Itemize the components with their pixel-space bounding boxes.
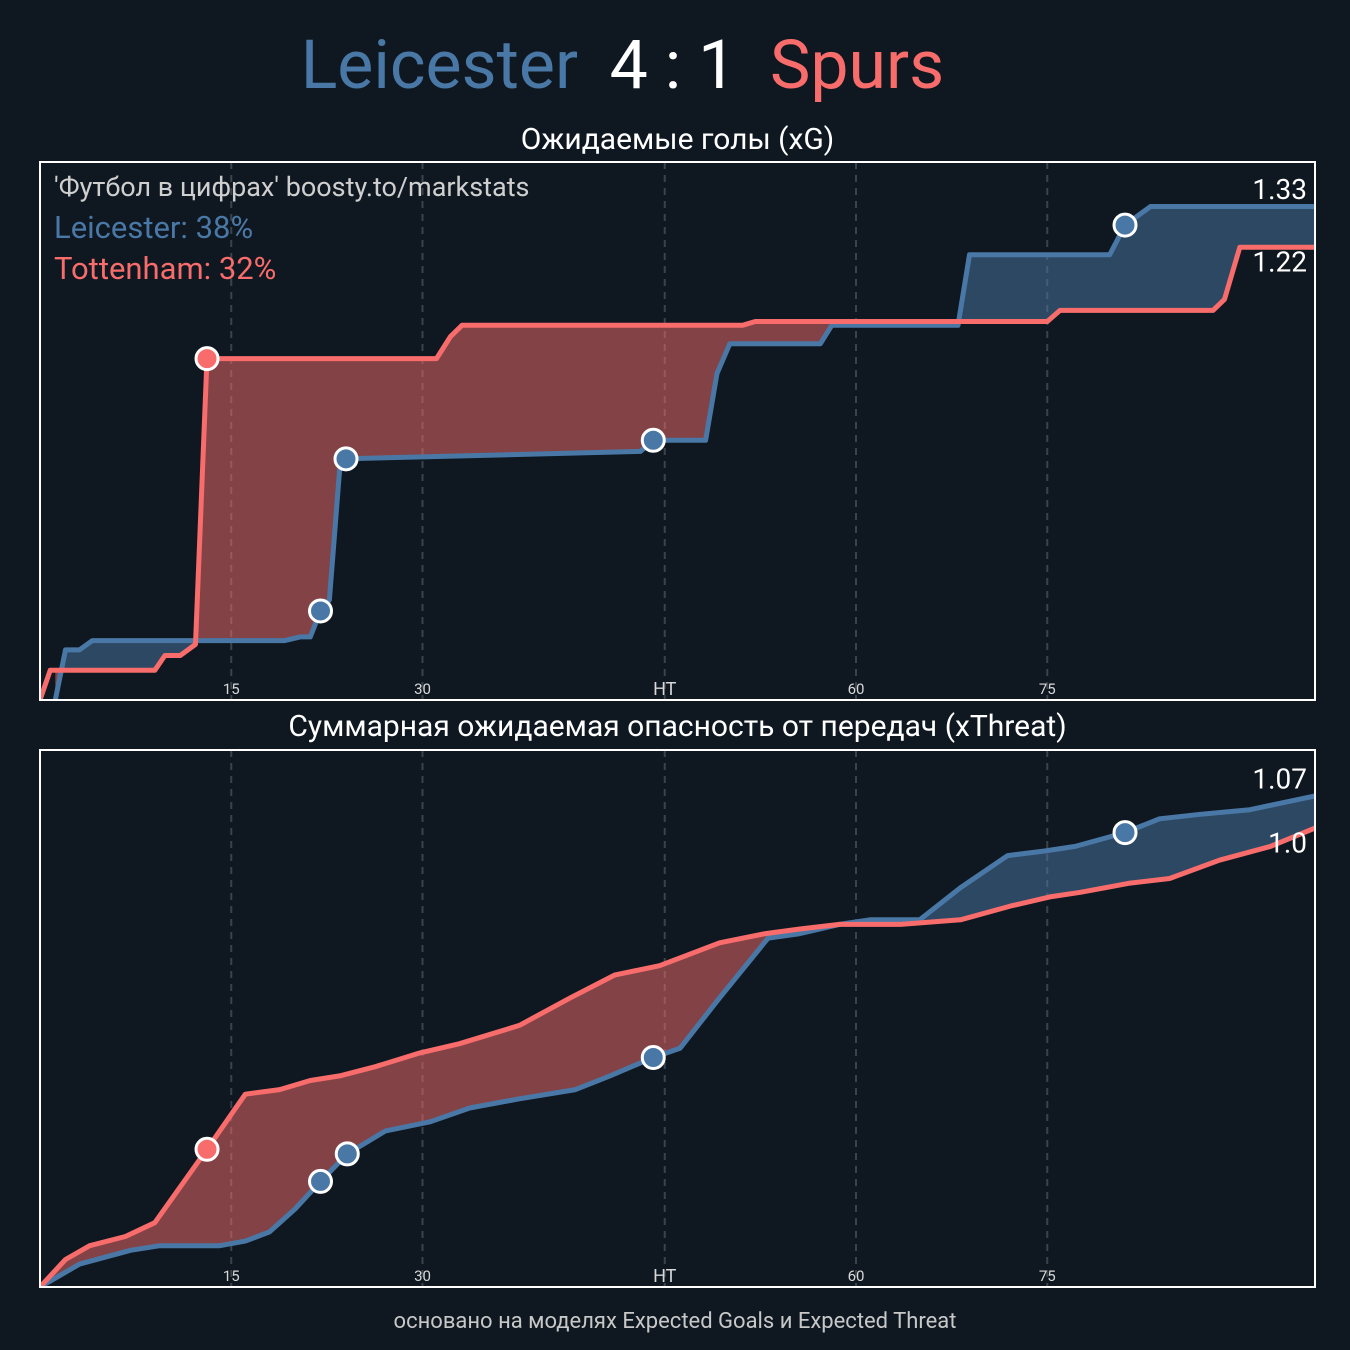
goal-marker xyxy=(308,598,333,624)
chart-title: Суммарная ожидаемая опасность от передач… xyxy=(288,709,1066,744)
end-value-label: 1.33 xyxy=(1252,173,1307,206)
possession-label: Leicester: 38% xyxy=(54,209,253,246)
x-tick-label: 60 xyxy=(848,1267,865,1285)
home-team: Leicester xyxy=(301,25,578,105)
x-tick-label: 15 xyxy=(223,1267,240,1285)
goal-marker xyxy=(333,446,359,472)
goal-marker xyxy=(640,427,666,453)
source-note: 'Футбол в цифрах' boosty.to/markstats xyxy=(54,171,529,203)
end-value-label: 1.22 xyxy=(1252,246,1307,279)
series-group xyxy=(40,244,1315,700)
series-line xyxy=(40,244,1315,700)
x-tick-label: 30 xyxy=(414,1267,431,1285)
chart-title: Ожидаемые голы (xG) xyxy=(521,122,834,157)
end-value-label: 1.07 xyxy=(1252,762,1307,795)
plot-border xyxy=(39,749,1316,1288)
x-tick-label: 15 xyxy=(223,680,240,698)
goal-marker xyxy=(308,1168,333,1194)
x-tick-label: HT xyxy=(653,1266,677,1287)
possession-label: Tottenham: 32% xyxy=(54,250,276,287)
x-tick-label: 75 xyxy=(1039,680,1056,698)
footer: основано на моделях Expected Goals и Exp… xyxy=(394,1309,957,1334)
x-tick-label: 75 xyxy=(1039,1267,1056,1285)
plot-border xyxy=(39,161,1316,701)
x-tick-label: 30 xyxy=(414,680,431,698)
goal-marker xyxy=(194,1136,220,1162)
goal-marker xyxy=(1112,212,1138,238)
end-value-label: 1.0 xyxy=(1268,826,1307,859)
away-team: Spurs xyxy=(770,25,944,105)
score: 4 : 1 xyxy=(610,25,737,105)
goal-marker xyxy=(194,346,220,372)
x-tick-label: HT xyxy=(653,679,677,700)
goal-marker xyxy=(1112,820,1138,846)
x-tick-label: 60 xyxy=(848,680,865,698)
goal-marker xyxy=(334,1141,360,1167)
goal-marker xyxy=(640,1045,666,1071)
